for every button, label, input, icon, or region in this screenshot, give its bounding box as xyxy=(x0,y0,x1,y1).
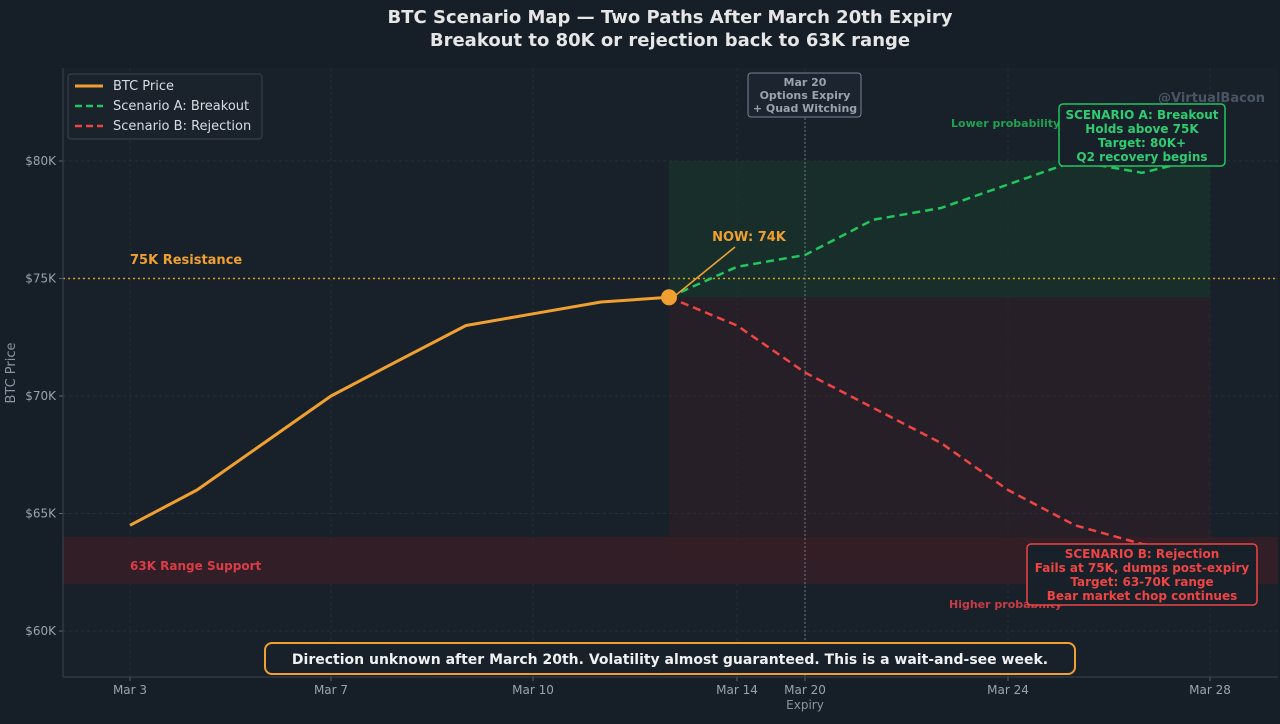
scenario-a-box: SCENARIO A: Breakout Holds above 75K Tar… xyxy=(1058,103,1226,167)
scenario-b-line-1: SCENARIO B: Rejection xyxy=(1065,547,1220,561)
y-tick-label: $65K xyxy=(25,507,57,521)
scenario-a-line-1: SCENARIO A: Breakout xyxy=(1065,108,1218,122)
reference-lines xyxy=(63,118,1278,677)
footer-frame xyxy=(264,642,1076,675)
breakout-zone xyxy=(669,161,1210,298)
x-axis-label: Expiry xyxy=(786,698,824,712)
scenario-b-box: SCENARIO B: Rejection Fails at 75K, dump… xyxy=(1026,543,1258,606)
scenario-b-line-3: Target: 63-70K range xyxy=(1070,575,1213,589)
btc-price-line xyxy=(129,295,670,527)
rejection-line xyxy=(668,296,1211,555)
scenario-b-line-4: Bear market chop continues xyxy=(1047,589,1238,603)
expiry-box-line-1: Mar 20 xyxy=(784,76,827,89)
x-tick-label: Mar 28 xyxy=(1189,683,1231,697)
x-tick-label: Mar 10 xyxy=(512,683,554,697)
series-lines xyxy=(129,155,1211,555)
x-tick-label: Mar 20 xyxy=(784,683,826,697)
scenario-a-box-frame xyxy=(1058,103,1226,167)
expiry-box-line-2: Options Expiry xyxy=(760,89,851,102)
expiry-box: Mar 20 Options Expiry + Quad Witching xyxy=(747,72,862,118)
chart-title: BTC Scenario Map — Two Paths After March… xyxy=(388,7,953,28)
y-tick-label: $60K xyxy=(25,624,57,638)
breakout-line xyxy=(668,155,1211,299)
y-axis-label: BTC Price xyxy=(4,342,19,403)
watermark: @VirtualBacon xyxy=(1158,91,1265,106)
legend-label-btc: BTC Price xyxy=(113,79,174,94)
tick-labels: $60K $65K $70K $75K $80K Mar 3 Mar 7 Mar 10 Mar … xyxy=(25,154,1231,697)
resistance-label: 75K Resistance xyxy=(130,253,242,268)
x-tick-label: Mar 14 xyxy=(716,683,758,697)
resistance-label-text: 75K Resistance xyxy=(130,253,242,268)
y-tick-label: $80K xyxy=(25,154,57,168)
rejection-zone xyxy=(669,297,1210,561)
scenario-b-box-frame xyxy=(1026,543,1258,606)
axes xyxy=(59,68,1278,681)
chart-subtitle: Breakout to 80K or rejection back to 63K… xyxy=(430,30,910,51)
x-tick-label: Mar 7 xyxy=(314,683,348,697)
legend-label-rejection: Scenario B: Rejection xyxy=(113,119,251,134)
footer-callout: Direction unknown after March 20th. Vola… xyxy=(264,642,1076,675)
y-tick-label: $70K xyxy=(25,389,57,403)
lower-probability-label: Lower probability xyxy=(951,117,1060,130)
now-label: NOW: 74K xyxy=(712,230,787,245)
y-tick-label: $75K xyxy=(25,272,57,286)
footer-text: Direction unknown after March 20th. Vola… xyxy=(292,652,1048,668)
legend-frame xyxy=(67,73,263,140)
x-tick-label: Mar 3 xyxy=(113,683,147,697)
plot-area: $60K $65K $70K $75K $80K Mar 3 Mar 7 Mar 10 Mar … xyxy=(25,68,1278,697)
legend-label-breakout: Scenario A: Breakout xyxy=(113,99,249,114)
scenario-a-line-3: Target: 80K+ xyxy=(1098,136,1186,150)
support-label: 63K Range Support xyxy=(130,559,261,573)
now-marker xyxy=(661,289,677,306)
x-tick-label: Mar 24 xyxy=(987,683,1029,697)
scenario-a-line-4: Q2 recovery begins xyxy=(1076,150,1207,164)
legend: BTC Price Scenario A: Breakout Scenario … xyxy=(67,73,263,140)
now-arrow xyxy=(675,246,736,296)
scenario-a-line-2: Holds above 75K xyxy=(1085,122,1199,136)
expiry-box-frame xyxy=(747,72,862,118)
scenario-b-line-2: Fails at 75K, dumps post-expiry xyxy=(1035,561,1250,575)
expiry-box-line-3: + Quad Witching xyxy=(753,102,857,115)
